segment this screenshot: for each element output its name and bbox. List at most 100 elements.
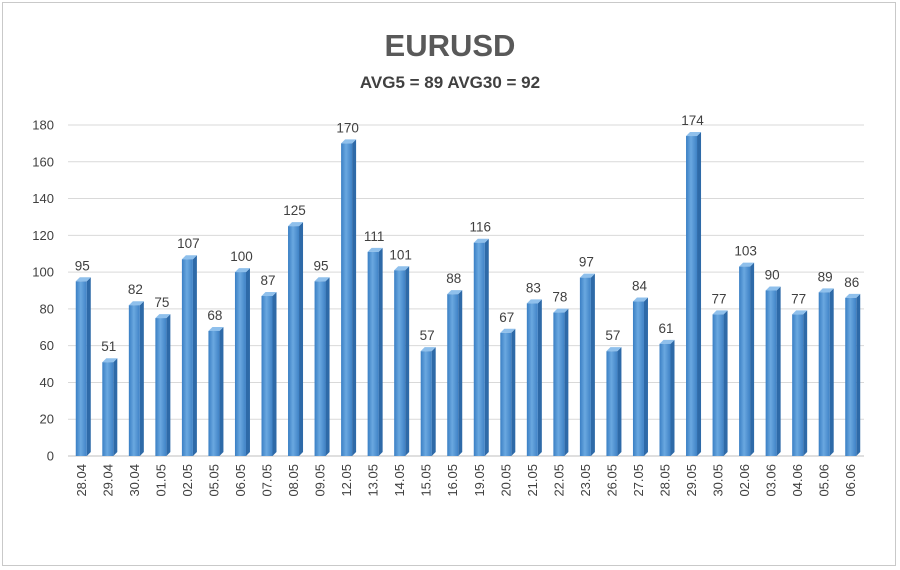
x-tick-label: 22.05 bbox=[551, 464, 566, 497]
bar-top bbox=[526, 299, 542, 304]
bar-top bbox=[500, 328, 516, 333]
bar-series bbox=[75, 132, 861, 457]
bar-28.05 bbox=[659, 339, 675, 456]
bar-05.05 bbox=[208, 326, 224, 456]
bar-side bbox=[245, 268, 250, 456]
bar-top bbox=[447, 290, 463, 295]
bar-side bbox=[378, 247, 383, 456]
bar-front bbox=[818, 292, 830, 456]
x-tick-label: 14.05 bbox=[392, 464, 407, 497]
bar-side bbox=[272, 292, 277, 456]
bar-front bbox=[632, 301, 644, 456]
y-tick-label: 180 bbox=[32, 118, 54, 133]
data-label: 95 bbox=[314, 258, 329, 273]
bar-19.05 bbox=[473, 238, 489, 456]
y-tick-label: 160 bbox=[32, 154, 54, 169]
bar-side bbox=[431, 347, 436, 456]
bar-side bbox=[166, 314, 171, 456]
data-label: 170 bbox=[336, 120, 359, 135]
bar-27.05 bbox=[632, 297, 648, 456]
x-tick-label: 06.06 bbox=[843, 464, 858, 497]
bar-20.05 bbox=[500, 328, 516, 456]
bar-side bbox=[537, 299, 542, 456]
y-tick-label: 20 bbox=[40, 412, 54, 427]
bar-top bbox=[261, 292, 277, 297]
data-label: 61 bbox=[658, 321, 673, 336]
y-tick-label: 140 bbox=[32, 191, 54, 206]
bar-30.05 bbox=[712, 310, 728, 456]
y-tick-label: 0 bbox=[47, 449, 54, 464]
data-label: 86 bbox=[844, 275, 859, 290]
bar-top bbox=[473, 238, 489, 243]
bar-top bbox=[288, 222, 304, 227]
x-tick-label: 05.06 bbox=[817, 464, 832, 497]
y-axis-tick-labels: 0 20 40 60 80 100 120 140 160 180 bbox=[32, 118, 54, 464]
x-tick-label: 07.05 bbox=[260, 464, 275, 497]
data-label: 88 bbox=[446, 271, 461, 286]
x-axis-tick-labels: 28.04 29.04 30.04 01.05 02.05 05.05 06.05 07.05… bbox=[74, 464, 858, 497]
bar-front bbox=[234, 272, 246, 456]
bar-front bbox=[447, 294, 459, 456]
bar-top bbox=[818, 288, 834, 293]
y-tick-label: 60 bbox=[40, 338, 54, 353]
bar-front bbox=[314, 281, 326, 456]
x-tick-label: 26.05 bbox=[604, 464, 619, 497]
x-tick-label: 13.05 bbox=[366, 464, 381, 497]
bar-front bbox=[208, 330, 220, 456]
x-tick-label: 28.04 bbox=[74, 464, 89, 497]
bar-front bbox=[526, 303, 538, 456]
bar-top bbox=[102, 358, 118, 363]
bar-top bbox=[341, 139, 357, 144]
x-tick-label: 06.05 bbox=[233, 464, 248, 497]
data-label: 125 bbox=[283, 203, 306, 218]
bar-front bbox=[420, 351, 432, 456]
data-label: 57 bbox=[605, 328, 620, 343]
chart-subtitle: AVG5 = 89 AVG30 = 92 bbox=[359, 73, 541, 92]
bar-13.05 bbox=[367, 247, 383, 456]
x-tick-label: 08.05 bbox=[286, 464, 301, 497]
bar-front bbox=[712, 314, 724, 456]
bar-front bbox=[553, 312, 565, 456]
bar-top bbox=[234, 268, 250, 273]
y-tick-label: 40 bbox=[40, 375, 54, 390]
x-tick-label: 29.05 bbox=[684, 464, 699, 497]
x-tick-label: 30.05 bbox=[711, 464, 726, 497]
bar-front bbox=[288, 226, 300, 456]
bar-side bbox=[564, 308, 569, 456]
bar-side bbox=[776, 286, 781, 456]
bar-front bbox=[181, 259, 193, 456]
bar-04.06 bbox=[792, 310, 808, 456]
bar-side bbox=[86, 277, 91, 456]
bar-front bbox=[845, 297, 857, 456]
bar-front bbox=[686, 136, 698, 457]
bar-05.06 bbox=[818, 288, 834, 456]
bar-top bbox=[765, 286, 781, 291]
bar-side bbox=[113, 358, 118, 456]
bar-front bbox=[473, 242, 485, 456]
bar-front bbox=[102, 362, 114, 456]
bar-side bbox=[219, 326, 224, 456]
bar-side bbox=[829, 288, 834, 456]
x-tick-label: 01.05 bbox=[153, 464, 168, 497]
bar-15.05 bbox=[420, 347, 436, 456]
data-label: 67 bbox=[499, 310, 514, 325]
x-tick-label: 29.04 bbox=[100, 464, 115, 497]
bar-02.05 bbox=[181, 255, 197, 456]
bar-top bbox=[155, 314, 171, 319]
bar-top bbox=[208, 326, 224, 331]
data-label: 90 bbox=[765, 268, 780, 283]
data-label: 97 bbox=[579, 255, 594, 270]
bar-side bbox=[750, 262, 755, 456]
bar-top bbox=[553, 308, 569, 313]
data-label: 101 bbox=[389, 247, 412, 262]
bar-07.05 bbox=[261, 292, 277, 456]
bar-top bbox=[606, 347, 622, 352]
bar-16.05 bbox=[447, 290, 463, 456]
bar-06.06 bbox=[845, 293, 861, 456]
data-label: 100 bbox=[230, 249, 253, 264]
bar-front bbox=[128, 305, 140, 456]
bar-top bbox=[367, 247, 383, 252]
bar-front bbox=[579, 277, 591, 456]
bar-09.05 bbox=[314, 277, 330, 456]
bar-front bbox=[500, 332, 512, 456]
